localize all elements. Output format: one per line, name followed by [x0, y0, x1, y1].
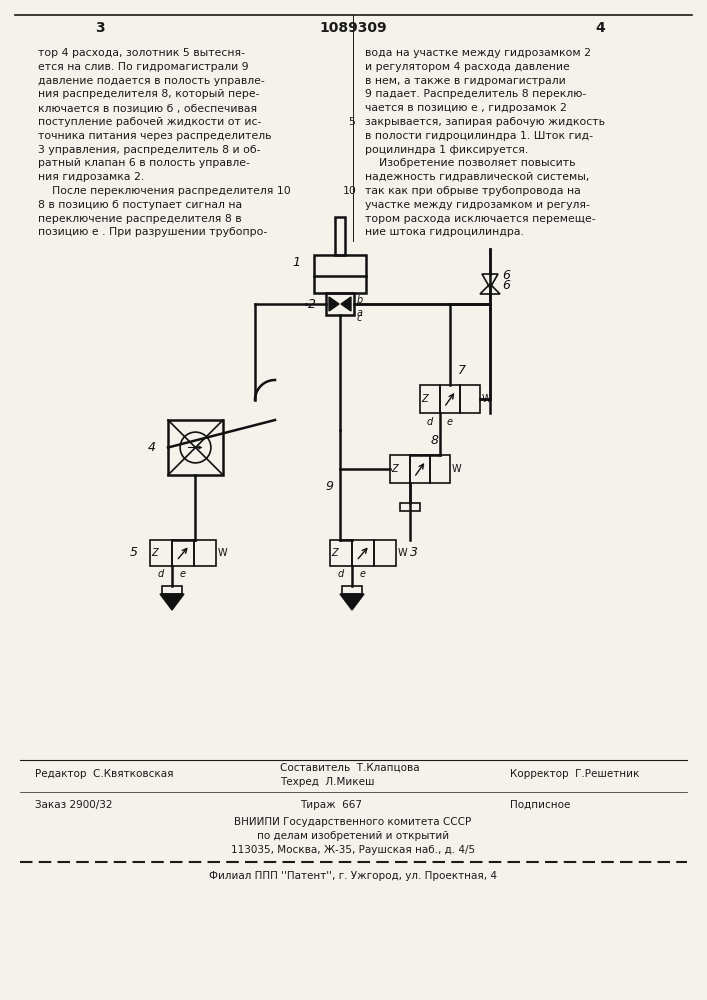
Text: так как при обрыве трубопровода на: так как при обрыве трубопровода на — [365, 186, 580, 196]
Text: ется на слив. По гидромагистрали 9: ется на слив. По гидромагистрали 9 — [38, 62, 249, 72]
Text: Заказ 2900/32: Заказ 2900/32 — [35, 800, 112, 810]
Text: Корректор  Г.Решетник: Корректор Г.Решетник — [510, 769, 639, 779]
Text: ВНИИПИ Государственного комитета СССР: ВНИИПИ Государственного комитета СССР — [235, 817, 472, 827]
Text: позицию е . При разрушении трубопро-: позицию е . При разрушении трубопро- — [38, 227, 267, 237]
Bar — [420, 385, 440, 413]
Text: Составитель  Т.Клапцова: Составитель Т.Клапцова — [280, 763, 420, 773]
Polygon shape — [340, 594, 364, 610]
Text: Филиал ППП ''Патент'', г. Ужгород, ул. Проектная, 4: Филиал ППП ''Патент'', г. Ужгород, ул. П… — [209, 871, 497, 881]
Text: тор 4 расхода, золотник 5 вытесня-: тор 4 расхода, золотник 5 вытесня- — [38, 48, 245, 58]
Polygon shape — [160, 594, 184, 610]
Text: W: W — [218, 548, 228, 558]
Text: переключение распределителя 8 в: переключение распределителя 8 в — [38, 214, 242, 224]
Text: d: d — [427, 417, 433, 427]
Text: роцилиндра 1 фиксируется.: роцилиндра 1 фиксируется. — [365, 145, 528, 155]
Text: 9 падает. Распределитель 8 переклю-: 9 падает. Распределитель 8 переклю- — [365, 89, 586, 99]
Text: Техред  Л.Микеш: Техред Л.Микеш — [280, 777, 375, 787]
Text: 7: 7 — [458, 364, 466, 377]
Bar — [168, 420, 223, 475]
Text: 1: 1 — [292, 256, 300, 269]
Text: 4: 4 — [148, 441, 156, 454]
Text: тором расхода исключается перемеще-: тором расхода исключается перемеще- — [365, 214, 595, 224]
Text: Z: Z — [421, 394, 428, 404]
Text: Z: Z — [151, 548, 158, 558]
Text: 4: 4 — [595, 21, 605, 35]
Bar — [335, 217, 345, 255]
Bar — [314, 255, 366, 293]
Text: 3: 3 — [95, 21, 105, 35]
Bar — [162, 586, 182, 594]
Text: закрывается, запирая рабочую жидкость: закрывается, запирая рабочую жидкость — [365, 117, 605, 127]
Text: Редактор  С.Квятковская: Редактор С.Квятковская — [35, 769, 173, 779]
Text: После переключения распределителя 10: После переключения распределителя 10 — [38, 186, 291, 196]
Text: участке между гидрозамком и регуля-: участке между гидрозамком и регуля- — [365, 200, 590, 210]
Text: ключается в позицию б , обеспечивая: ключается в позицию б , обеспечивая — [38, 103, 257, 113]
Text: точника питания через распределитель: точника питания через распределитель — [38, 131, 271, 141]
Text: 3 управления, распределитель 8 и об-: 3 управления, распределитель 8 и об- — [38, 145, 260, 155]
Bar — [326, 293, 354, 315]
Text: 1089309: 1089309 — [319, 21, 387, 35]
Text: ратный клапан 6 в полость управле-: ратный клапан 6 в полость управле- — [38, 158, 250, 168]
Text: 5: 5 — [130, 546, 138, 560]
Bar — [400, 503, 420, 511]
Text: надежность гидравлической системы,: надежность гидравлической системы, — [365, 172, 590, 182]
Text: W: W — [482, 394, 491, 404]
Text: Изобретение позволяет повысить: Изобретение позволяет повысить — [365, 158, 575, 168]
Bar — [352, 540, 374, 566]
Text: в нем, а также в гидромагистрали: в нем, а также в гидромагистрали — [365, 76, 566, 86]
Text: W: W — [452, 464, 462, 474]
Text: b: b — [357, 295, 363, 305]
Text: 8 в позицию б поступает сигнал на: 8 в позицию б поступает сигнал на — [38, 200, 242, 210]
Text: ние штока гидроцилиндра.: ние штока гидроцилиндра. — [365, 227, 524, 237]
Bar — [430, 455, 450, 483]
Bar — [194, 540, 216, 566]
Text: и регулятором 4 расхода давление: и регулятором 4 расхода давление — [365, 62, 570, 72]
Text: ния гидрозамка 2.: ния гидрозамка 2. — [38, 172, 144, 182]
Text: давление подается в полость управле-: давление подается в полость управле- — [38, 76, 264, 86]
Bar — [460, 385, 480, 413]
Text: d: d — [338, 569, 344, 579]
Polygon shape — [329, 297, 339, 311]
Text: Z: Z — [331, 548, 338, 558]
Polygon shape — [341, 297, 351, 311]
Bar — [172, 540, 194, 566]
Bar — [330, 540, 352, 566]
Text: ния распределителя 8, который пере-: ния распределителя 8, который пере- — [38, 89, 259, 99]
Bar — [342, 586, 362, 594]
Text: 10: 10 — [343, 186, 357, 196]
Text: чается в позицию е , гидрозамок 2: чается в позицию е , гидрозамок 2 — [365, 103, 567, 113]
Text: 3: 3 — [410, 546, 418, 560]
Bar — [390, 455, 410, 483]
Text: 9: 9 — [325, 480, 333, 493]
Text: c: c — [357, 313, 363, 323]
Text: Подписное: Подписное — [510, 800, 571, 810]
Text: 113035, Москва, Ж-35, Раушская наб., д. 4/5: 113035, Москва, Ж-35, Раушская наб., д. … — [231, 845, 475, 855]
Text: вода на участке между гидрозамком 2: вода на участке между гидрозамком 2 — [365, 48, 591, 58]
Text: e: e — [180, 569, 186, 579]
Text: Тираж  667: Тираж 667 — [300, 800, 362, 810]
Bar — [150, 540, 172, 566]
Text: e: e — [360, 569, 366, 579]
Text: 2: 2 — [308, 298, 316, 310]
Text: a: a — [357, 308, 363, 318]
Text: 6: 6 — [502, 279, 510, 292]
Bar — [440, 385, 460, 413]
Text: Z: Z — [391, 464, 397, 474]
Text: по делам изобретений и открытий: по делам изобретений и открытий — [257, 831, 449, 841]
Text: поступление рабочей жидкости от ис-: поступление рабочей жидкости от ис- — [38, 117, 262, 127]
Text: W: W — [398, 548, 408, 558]
Text: e: e — [447, 417, 453, 427]
Bar — [410, 455, 430, 483]
Text: в полости гидроцилиндра 1. Шток гид-: в полости гидроцилиндра 1. Шток гид- — [365, 131, 593, 141]
Text: 6: 6 — [502, 269, 510, 282]
Text: 5: 5 — [349, 117, 356, 127]
Bar — [374, 540, 396, 566]
Text: 8: 8 — [431, 434, 439, 447]
Text: d: d — [158, 569, 164, 579]
